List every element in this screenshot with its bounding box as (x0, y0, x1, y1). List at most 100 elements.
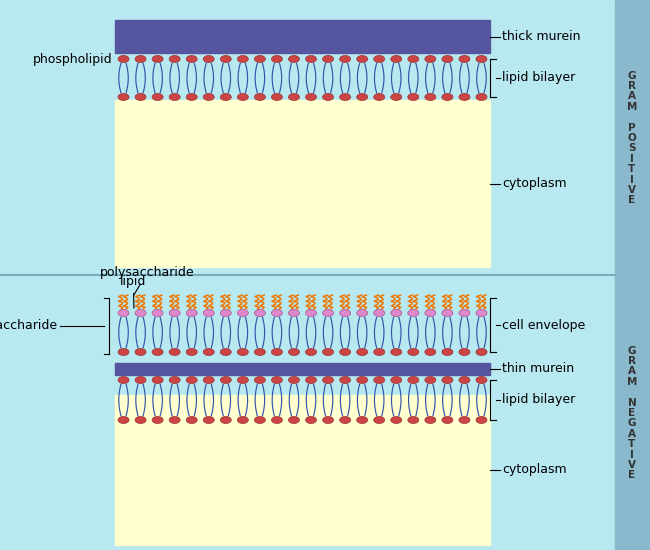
Ellipse shape (152, 56, 163, 63)
Ellipse shape (459, 416, 470, 424)
Ellipse shape (306, 377, 317, 383)
Ellipse shape (152, 416, 163, 424)
Text: lipid bilayer: lipid bilayer (502, 72, 575, 85)
Ellipse shape (322, 349, 333, 355)
Text: thick murein: thick murein (502, 30, 580, 43)
Ellipse shape (408, 349, 419, 355)
Ellipse shape (254, 310, 265, 316)
Ellipse shape (169, 349, 180, 355)
Ellipse shape (118, 310, 129, 316)
Text: cytoplasm: cytoplasm (502, 177, 567, 190)
Ellipse shape (408, 310, 419, 316)
Ellipse shape (186, 416, 197, 424)
Ellipse shape (289, 416, 300, 424)
Ellipse shape (459, 94, 470, 101)
Text: cell envelope: cell envelope (502, 318, 585, 332)
Ellipse shape (152, 377, 163, 383)
Bar (115, 20, 490, 53)
Ellipse shape (459, 377, 470, 383)
Ellipse shape (322, 94, 333, 101)
Ellipse shape (442, 94, 453, 101)
Ellipse shape (169, 416, 180, 424)
Ellipse shape (374, 94, 385, 101)
Ellipse shape (322, 416, 333, 424)
Ellipse shape (272, 94, 283, 101)
Bar (115, 100, 490, 267)
Ellipse shape (220, 56, 231, 63)
Ellipse shape (118, 416, 129, 424)
Ellipse shape (186, 349, 197, 355)
Ellipse shape (237, 377, 248, 383)
Ellipse shape (339, 94, 350, 101)
Ellipse shape (339, 349, 350, 355)
Ellipse shape (374, 56, 385, 63)
Ellipse shape (169, 56, 180, 63)
Ellipse shape (391, 377, 402, 383)
Bar (615, 0, 650, 550)
Ellipse shape (391, 94, 402, 101)
Ellipse shape (118, 377, 129, 383)
Ellipse shape (254, 94, 265, 101)
Text: lipopolysaccharide: lipopolysaccharide (0, 320, 58, 333)
Ellipse shape (391, 349, 402, 355)
Ellipse shape (374, 349, 385, 355)
Ellipse shape (357, 377, 368, 383)
Ellipse shape (186, 94, 197, 101)
Ellipse shape (476, 377, 487, 383)
Ellipse shape (135, 377, 146, 383)
Ellipse shape (357, 349, 368, 355)
Ellipse shape (254, 349, 265, 355)
Ellipse shape (357, 94, 368, 101)
Text: G
R
A
M
 
N
E
G
A
T
I
V
E: G R A M N E G A T I V E (627, 345, 637, 480)
Ellipse shape (339, 56, 350, 63)
Ellipse shape (254, 377, 265, 383)
Ellipse shape (408, 94, 419, 101)
Ellipse shape (254, 56, 265, 63)
Ellipse shape (408, 377, 419, 383)
Ellipse shape (237, 94, 248, 101)
Ellipse shape (135, 56, 146, 63)
Ellipse shape (203, 416, 214, 424)
Ellipse shape (220, 94, 231, 101)
Ellipse shape (425, 416, 436, 424)
Ellipse shape (272, 349, 283, 355)
Ellipse shape (425, 56, 436, 63)
Ellipse shape (220, 310, 231, 316)
Ellipse shape (289, 377, 300, 383)
Ellipse shape (476, 349, 487, 355)
Ellipse shape (339, 310, 350, 316)
Ellipse shape (391, 56, 402, 63)
Ellipse shape (203, 349, 214, 355)
Text: lipid: lipid (120, 275, 146, 308)
Text: polysaccharide: polysaccharide (100, 266, 194, 295)
Ellipse shape (289, 310, 300, 316)
Ellipse shape (186, 377, 197, 383)
Ellipse shape (203, 310, 214, 316)
Ellipse shape (272, 416, 283, 424)
Ellipse shape (357, 416, 368, 424)
Ellipse shape (306, 310, 317, 316)
Text: phospholipid: phospholipid (33, 52, 113, 65)
Ellipse shape (408, 416, 419, 424)
Ellipse shape (339, 416, 350, 424)
Ellipse shape (425, 349, 436, 355)
Ellipse shape (442, 310, 453, 316)
Ellipse shape (135, 94, 146, 101)
Ellipse shape (272, 56, 283, 63)
Ellipse shape (152, 310, 163, 316)
Bar (115, 363, 490, 375)
Ellipse shape (272, 310, 283, 316)
Ellipse shape (186, 56, 197, 63)
Ellipse shape (169, 94, 180, 101)
Ellipse shape (459, 56, 470, 63)
Ellipse shape (135, 416, 146, 424)
Ellipse shape (391, 310, 402, 316)
Ellipse shape (322, 56, 333, 63)
Ellipse shape (237, 416, 248, 424)
Text: lipid bilayer: lipid bilayer (502, 393, 575, 406)
Ellipse shape (203, 377, 214, 383)
Ellipse shape (322, 310, 333, 316)
Ellipse shape (357, 310, 368, 316)
Ellipse shape (220, 377, 231, 383)
Ellipse shape (459, 349, 470, 355)
